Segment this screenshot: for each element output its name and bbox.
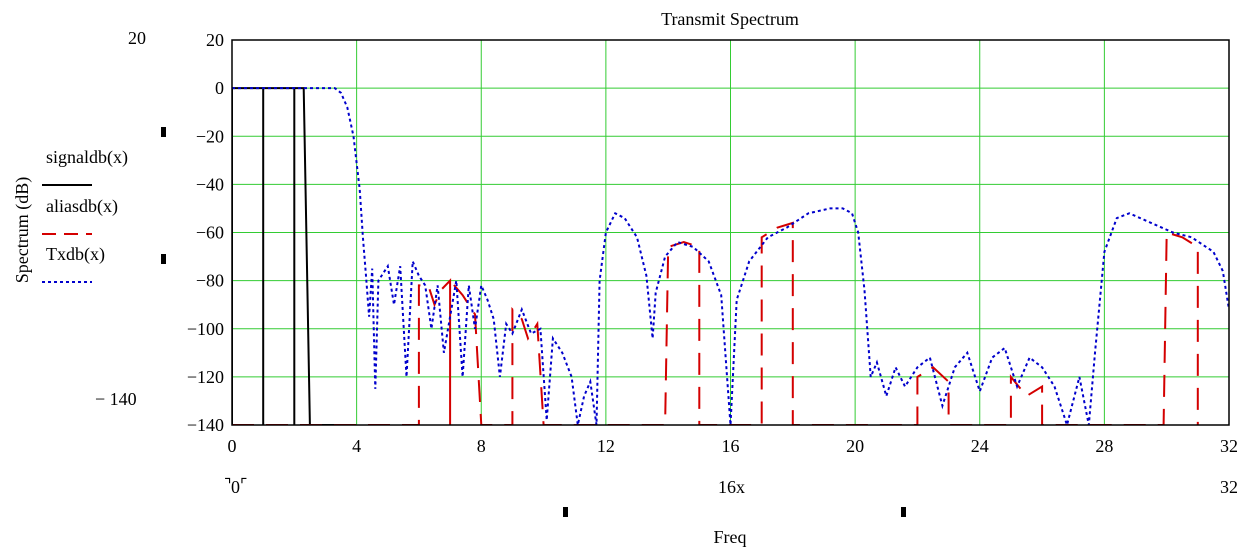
x-axis-label: Freq xyxy=(714,527,747,547)
y-limit-handle-top[interactable] xyxy=(161,127,166,137)
x-range-left: 0 xyxy=(231,477,240,497)
y-tick-label: −120 xyxy=(187,367,224,387)
x-limit-handle-left[interactable] xyxy=(563,507,568,517)
x-tick-label: 0 xyxy=(228,436,237,456)
legend-label: aliasdb(x) xyxy=(46,196,118,217)
series-lines xyxy=(232,87,1229,425)
grid xyxy=(232,40,1229,425)
y-tick-label: −100 xyxy=(187,319,224,339)
x-limit-handle-right[interactable] xyxy=(901,507,906,517)
x-tick-label: 8 xyxy=(477,436,486,456)
series-line-signaldbx xyxy=(232,87,341,425)
y-limit-handle-bottom[interactable] xyxy=(161,254,166,264)
legend-label: Txdb(x) xyxy=(46,244,105,265)
plot-frame xyxy=(231,39,1230,426)
x-range-left-bracket: ⌝ xyxy=(224,477,232,494)
x-tick-label: 32 xyxy=(1220,436,1238,456)
x-range-left-bracket-r: ⌜ xyxy=(240,477,248,494)
x-tick-label: 4 xyxy=(352,436,361,456)
y-tick-label: −140 xyxy=(187,415,224,435)
x-tick-label: 24 xyxy=(971,436,989,456)
y-tick-label: −40 xyxy=(196,174,224,194)
x-tick-label: 16 xyxy=(722,436,740,456)
x-range-right: 32 xyxy=(1220,477,1238,497)
x-tick-labels: 0 4 8 12 16 20 24 28 32 xyxy=(228,436,1239,456)
y-tick-label: −60 xyxy=(196,223,224,243)
x-tick-label: 20 xyxy=(846,436,864,456)
y-tick-label: 0 xyxy=(215,78,224,98)
y-range-bottom: − 140 xyxy=(95,389,137,409)
legend-label: signaldb(x) xyxy=(46,147,128,168)
y-axis-label: Spectrum (dB) xyxy=(12,177,33,283)
x-tick-label: 12 xyxy=(597,436,615,456)
legend: signaldb(x) aliasdb(x) Txdb(x) xyxy=(42,147,128,283)
series-line-aliasdbx xyxy=(232,221,1199,425)
y-range-top: 20 xyxy=(128,28,146,48)
y-tick-label: 20 xyxy=(206,30,224,50)
y-tick-label: −20 xyxy=(196,126,224,146)
x-range-mid: 16x xyxy=(718,477,745,497)
y-tick-label: −80 xyxy=(196,271,224,291)
chart-title: Transmit Spectrum xyxy=(661,9,799,29)
y-tick-labels: 20 0 −20 −40 −60 −80 −100 −120 −140 xyxy=(187,30,224,435)
x-tick-label: 28 xyxy=(1095,436,1113,456)
